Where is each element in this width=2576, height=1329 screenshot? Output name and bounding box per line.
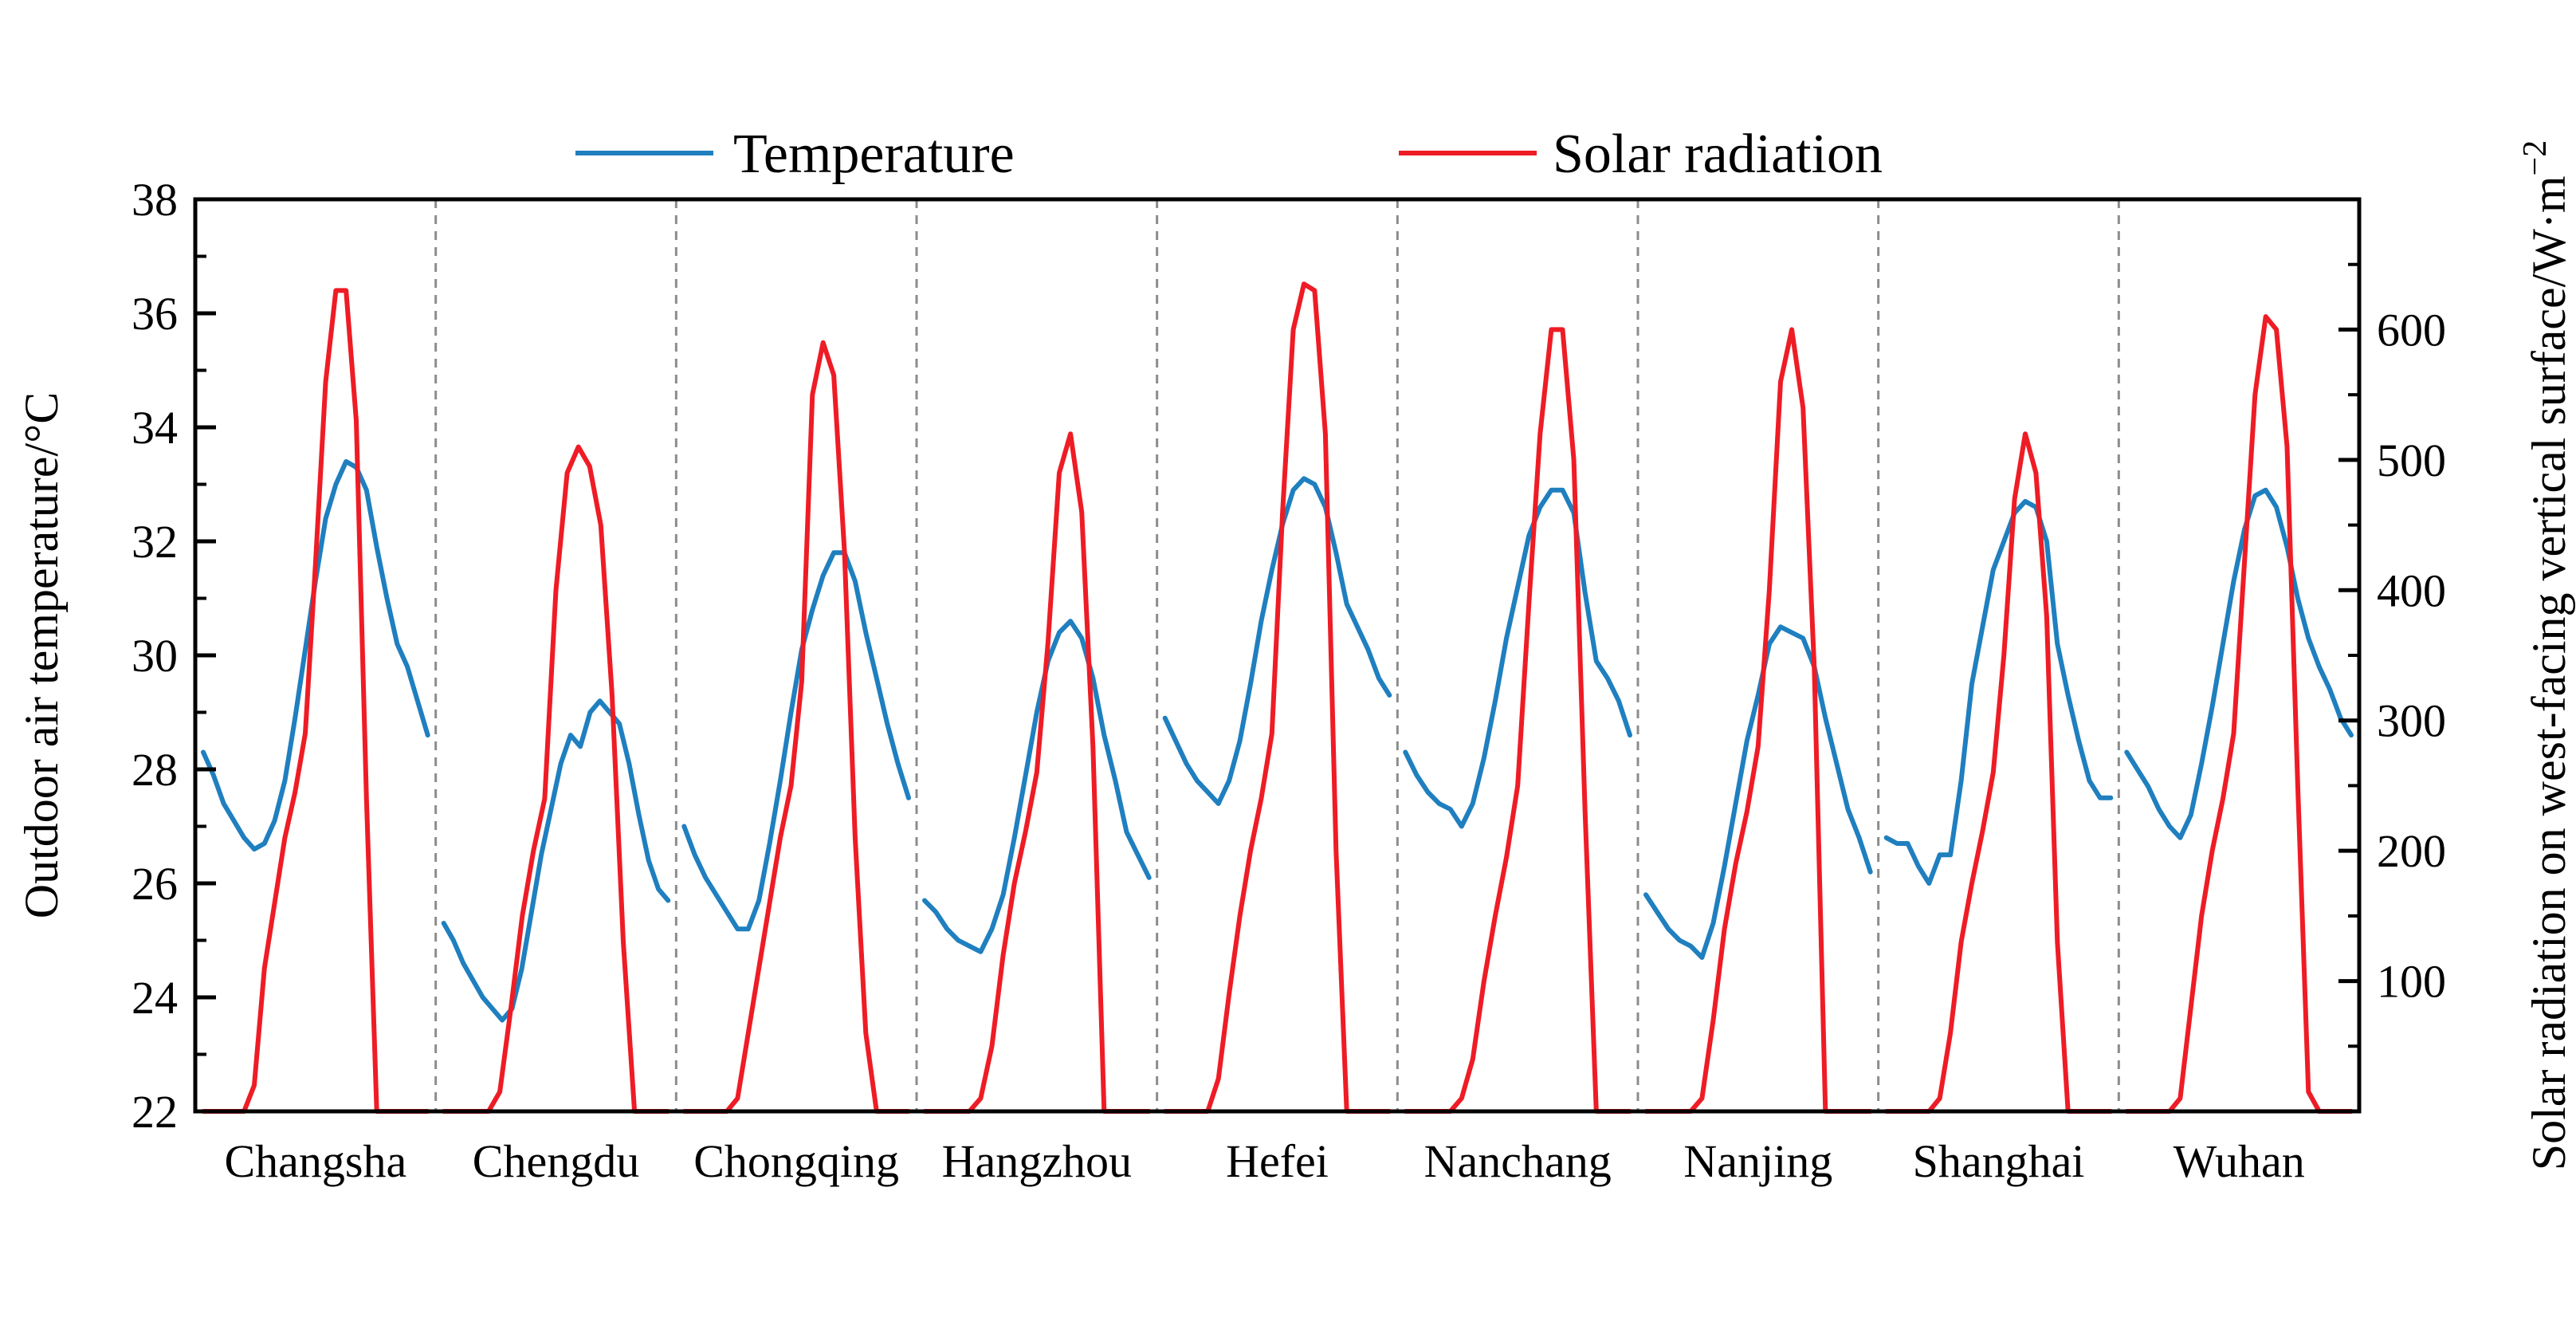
city-labels: Changsha Chengdu Chongqing Hangzhou Hefei Nan… [224,1135,2304,1187]
left-tick-label: 22 [132,1086,178,1138]
tick-labels: 22 24 26 28 30 32 34 36 38 100 200 300 400 500 600 [132,174,2446,1138]
city-label-nanchang: Nanchang [1424,1135,1612,1187]
city-label-wuhan: Wuhan [2174,1135,2305,1187]
temperature-line-hangzhou [922,619,1152,954]
right-tick-label: 600 [2377,304,2446,356]
right-tick-label: 300 [2377,695,2446,747]
left-tick-label: 34 [132,402,178,454]
left-tick-label: 30 [132,630,178,682]
legend-temperature-label: Temperature [733,124,1015,185]
temperature-line-nanchang [1403,487,1632,829]
right-axis-title-main: Solar radiation on west-facing vertical … [2523,175,2575,1170]
axis-ticks [195,197,2359,1114]
city-label-shanghai: Shanghai [1913,1135,2085,1187]
left-tick-label: 26 [132,858,178,910]
right-tick-label: 100 [2377,956,2446,1008]
left-axis-title: Outdoor air temperature/°C [15,392,68,918]
temperature-line-chengdu [441,698,671,1023]
legend: Temperature Solar radiation [575,124,1883,185]
city-label-changsha: Changsha [224,1135,406,1187]
temperature-line-chongqing [681,550,911,932]
city-label-hefei: Hefei [1226,1135,1329,1187]
temperature-line-wuhan [2124,487,2354,840]
right-tick-label: 400 [2377,564,2446,616]
temperature-line-nanjing [1643,624,1873,960]
city-label-chengdu: Chengdu [473,1135,639,1187]
left-tick-label: 32 [132,516,178,568]
right-axis-title: Solar radiation on west-facing vertical … [2517,140,2575,1171]
temperature-line-hefei [1162,476,1392,806]
left-tick-label: 28 [132,744,178,796]
right-tick-label: 500 [2377,434,2446,486]
left-tick-label: 24 [132,972,178,1024]
legend-solar-label: Solar radiation [1553,124,1883,185]
city-label-nanjing: Nanjing [1683,1135,1832,1187]
city-label-hangzhou: Hangzhou [942,1135,1132,1187]
panel-dividers [434,199,2120,1111]
temperature-line-shanghai [1883,498,2114,886]
right-tick-label: 200 [2377,825,2446,877]
left-tick-label: 36 [132,288,178,340]
right-axis-title-superscript: −2 [2517,140,2554,176]
left-tick-label: 38 [132,174,178,226]
city-label-chongqing: Chongqing [693,1135,899,1187]
